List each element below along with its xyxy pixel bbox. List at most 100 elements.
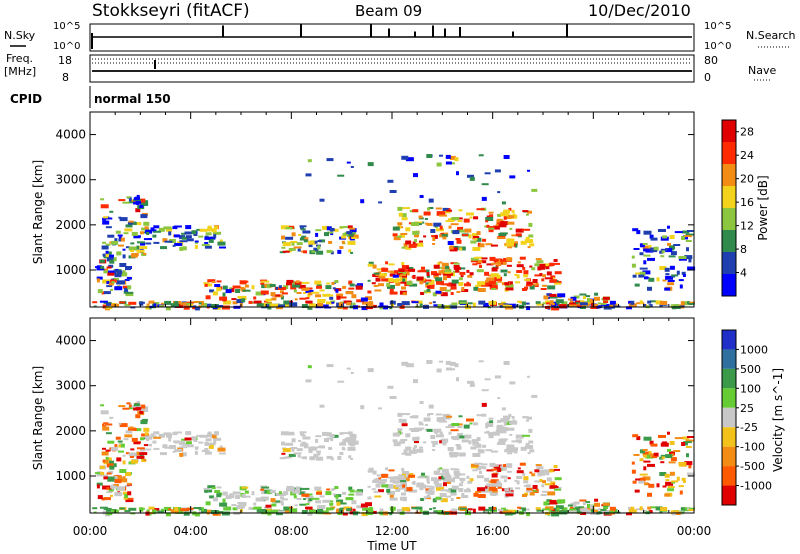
power-cell [146,303,150,307]
velocity-cell [517,506,522,509]
velocity-cell [414,445,417,449]
power-cell [137,198,146,203]
velocity-cell [553,465,558,468]
power-cell [678,256,687,259]
velocity-cell [511,420,518,425]
velocity-cell [424,424,428,426]
velocity-cell [554,468,560,471]
velocity-cell [251,507,256,510]
power-cell [360,199,365,204]
power-cell [158,227,165,232]
power-cell [311,250,316,253]
power-cell [281,292,288,295]
power-cell [380,273,387,277]
velocity-cell [229,493,233,497]
power-cell [303,239,308,243]
velocity-cell [205,438,212,442]
power-cell [502,261,507,265]
power-cell [172,226,178,230]
velocity-cell [416,448,424,453]
power-cell [293,289,297,293]
velocity-cell [534,469,540,473]
power-cell [315,294,322,298]
power-cell [179,240,188,243]
velocity-cell [433,470,440,475]
velocity-cell [209,442,216,446]
power-cell [436,162,442,167]
power-cell [96,278,100,283]
velocity-cell [486,430,490,434]
power-cell [126,276,132,279]
velocity-cell [236,505,244,510]
velocity-cell [319,445,325,449]
power-cell [423,235,427,238]
velocity-cell [558,510,567,515]
velocity-cell [665,454,673,459]
velocity-cell [531,473,536,477]
velocity-cell [398,418,403,423]
power-cell [378,201,383,204]
velocity-cell [453,468,460,471]
power-cell [486,277,495,281]
velocity-cell [501,407,506,411]
velocity-cell [550,481,556,485]
power-cell [456,239,462,244]
velocity-cell [522,434,531,437]
power-cell [317,245,321,250]
velocity-cell [308,446,317,451]
velocity-cell [449,451,454,456]
power-cell [639,243,645,248]
power-cell [295,280,300,285]
power-cell [241,298,246,303]
power-cell [389,291,398,295]
power-cell [337,249,342,254]
velocity-cell [153,431,160,435]
power-cell [216,305,224,307]
power-cell [647,300,652,304]
velocity-cell [305,379,312,383]
velocity-cell [458,415,463,418]
velocity-cell [108,476,116,480]
velocity-cell [440,498,448,503]
power-cell [457,220,463,222]
power-cell [282,242,291,247]
velocity-cell [381,473,389,478]
velocity-cell [515,510,519,514]
power-cell [348,280,353,285]
power-cell [160,246,167,250]
velocity-cell [140,447,145,452]
power-cell [435,207,442,210]
velocity-cell [678,485,684,488]
power-cell [201,301,204,306]
velocity-cell [441,440,448,444]
station-title: Stokkseyri (fitACF) [92,1,250,21]
power-cell [219,246,226,249]
velocity-cell [433,510,438,513]
velocity-cell [476,468,482,471]
velocity-cell [467,380,474,384]
velocity-cell [299,431,307,434]
power-cell [339,246,344,249]
power-cell [416,276,424,281]
power-cell [136,245,140,250]
velocity-cell [125,497,134,500]
power-cell [288,247,296,251]
velocity-cell [425,497,431,500]
velocity-cell [261,486,270,489]
power-cell [299,297,307,300]
velocity-cell [546,499,551,502]
power-cell [525,239,534,243]
freq-panel-frame [89,54,695,83]
velocity-cell [436,417,445,421]
power-cell [600,302,607,305]
velocity-cell [128,404,132,409]
power-cell [426,154,433,158]
power-cell [636,230,641,235]
velocity-cell [225,495,232,500]
power-cell [459,271,466,275]
power-cell [189,304,194,306]
velocity-cell [130,459,138,464]
power-cell [506,242,514,247]
velocity-cell [633,454,640,456]
power-cell [556,301,560,305]
